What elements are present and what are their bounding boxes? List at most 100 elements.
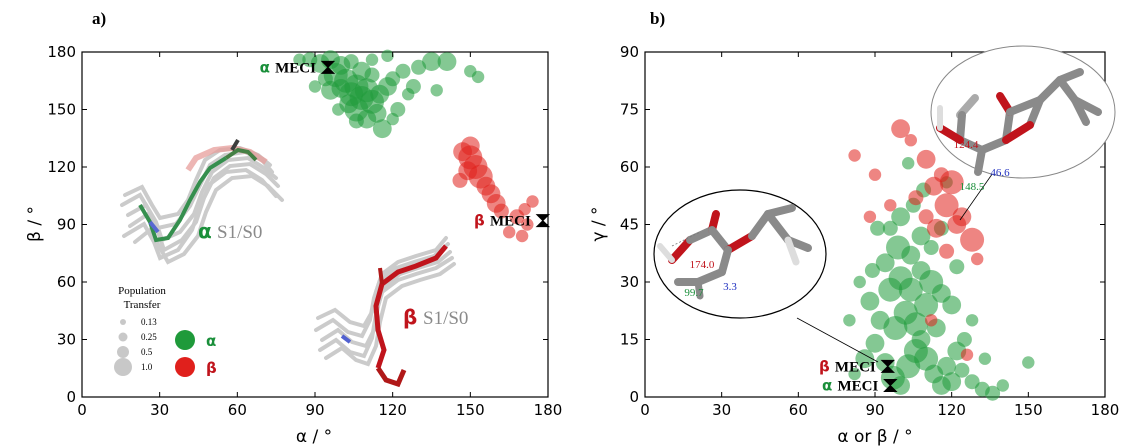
panel-b-ticks: 0 30 60 90 120 150 180 0 15 30 45 60 75 90	[620, 43, 1119, 419]
panel-a-xtick-label-4: 120	[378, 401, 407, 419]
inset-bottom-value-blue: 3.3	[723, 281, 737, 293]
panel-b-series-1-point-10	[939, 243, 955, 259]
panel-a-series-1-point-12	[503, 226, 516, 239]
panel-b-series-1-point-13	[848, 149, 861, 162]
panel-a-xtick-label-0: 0	[77, 401, 87, 419]
panel-b-series-0-point-43	[843, 314, 856, 327]
panel-a-meci-label-0: α MECI	[260, 58, 317, 76]
panel-b-markers: β MECI α MECI	[819, 357, 898, 395]
panel-b-series-0-point-20	[870, 310, 890, 330]
panel-b-series-1-point-20	[863, 210, 877, 223]
panel-a: a) α S1/S0	[25, 9, 562, 447]
inset-top-value-green: 148.5	[960, 181, 985, 193]
panel-b-series-1-point-14	[904, 134, 917, 147]
panel-b-series-0-point-47	[848, 367, 861, 381]
legend-title-line1: Population	[118, 285, 166, 297]
panel-b-ytick-label-5: 75	[620, 101, 639, 119]
panel-a-series-0-point-39	[430, 84, 443, 97]
panel-b-xtick-label-3: 90	[865, 401, 884, 419]
panel-b-series-0-point-10	[942, 372, 962, 392]
panel-b-series-0-point-7	[914, 346, 939, 371]
panel-b-ytick-label-2: 30	[620, 273, 639, 291]
legend-size-0.13	[120, 319, 126, 325]
panel-a-series-0-point-38	[471, 70, 485, 84]
panel-b-meci-marker-0	[880, 359, 895, 373]
panel-b-series-0-point-38	[870, 220, 886, 236]
panel-a-series-0-point-17	[385, 71, 401, 87]
panel-a-xtick-label-1: 30	[150, 401, 169, 419]
legend-size-label-2: 0.5	[141, 347, 153, 357]
panel-a-ytick-label-6: 180	[47, 43, 76, 61]
panel-b-series-1-point-11	[908, 190, 924, 206]
panel-b-series-1-point-0	[891, 119, 910, 139]
panel-b-series-1-point-18	[925, 314, 938, 327]
panel-a-ytick-label-4: 120	[47, 158, 76, 176]
panel-a-series-0-point-26	[395, 63, 411, 79]
panel-b-series-1-point-5	[960, 227, 985, 252]
panel-a-xtick-label-2: 60	[228, 401, 247, 419]
panel-b-series-0-point-46	[996, 379, 1009, 392]
panel-b-series-1-point-1	[916, 149, 936, 169]
panel-b-meci-label-0: β MECI	[819, 357, 876, 375]
legend-size-1.0	[114, 358, 132, 376]
inset-bottom-molecule: 174.0 99.7 3.3	[653, 189, 827, 319]
panel-a-series-0-point-25	[372, 119, 392, 139]
panel-b-series-0-point-44	[978, 352, 992, 365]
panel-a-ticks: 0 30 60 90 120 150 180 0 30 60 90 120 150 180	[47, 43, 562, 419]
panel-a-series-0-point-33	[365, 53, 379, 66]
legend-alpha-label: α	[206, 332, 216, 350]
beta-s1s0-greek: β	[403, 305, 417, 329]
panel-b-ytick-label-6: 90	[620, 43, 639, 61]
panel-b-series-0-point-1	[865, 333, 885, 353]
panel-b-series-0-point-50	[911, 330, 931, 349]
panel-a-series-1-point-9	[460, 136, 480, 156]
legend-title-line2: Transfer	[124, 299, 161, 311]
panel-b-label: b)	[650, 9, 665, 28]
alpha-s1s0-label: S1/S0	[217, 222, 262, 243]
panel-b-series-0-point-29	[875, 253, 895, 273]
alpha-conformer-bundle-image	[120, 138, 284, 265]
panel-b-series-0-point-31	[901, 245, 921, 265]
legend-size-0.25	[118, 332, 128, 342]
panel-b-series-0-point-33	[923, 240, 939, 255]
panel-b-series-1-point-12	[933, 167, 949, 183]
legend-size-label-3: 1.0	[141, 362, 153, 372]
panel-a-xtick-label-6: 180	[534, 401, 563, 419]
panel-a-series-1-point-15	[526, 195, 539, 208]
panel-b-series-1-point-16	[884, 199, 897, 212]
panel-b-series-0-point-49	[949, 259, 965, 275]
panel-b-series-1-point-19	[960, 348, 974, 361]
panel-b-series-0-point-41	[965, 314, 979, 327]
panel-b-xtick-label-6: 180	[1091, 401, 1120, 419]
panel-a-ytick-label-2: 60	[57, 273, 76, 291]
inset-bottom-leader-line	[796, 317, 879, 363]
inset-bottom-value-green: 99.7	[684, 287, 704, 299]
panel-b: b) 0 30 60 90 120 150 180 0 15 30 45 60 75 90	[589, 9, 1119, 447]
panel-a-points	[293, 49, 539, 243]
panel-a-meci-marker-0	[320, 60, 336, 74]
beta-conformer-bundle-image	[314, 236, 456, 388]
panel-b-series-0-point-28	[942, 295, 962, 315]
panel-a-ylabel: β / °	[25, 206, 45, 242]
panel-b-series-1-point-8	[926, 218, 946, 238]
legend-size-label-1: 0.25	[141, 332, 157, 342]
panel-b-series-0-point-14	[985, 385, 1001, 401]
panel-b-series-1-point-15	[868, 168, 882, 181]
panel-b-series-0-point-32	[911, 226, 931, 246]
panel-b-ytick-label-1: 15	[620, 331, 639, 349]
panel-b-xtick-label-1: 30	[712, 401, 731, 419]
panel-b-series-0-point-35	[891, 207, 910, 227]
alpha-s1s0-greek: α	[198, 219, 212, 243]
panel-b-xtick-label-2: 60	[789, 401, 808, 419]
legend-alpha-swatch	[175, 330, 195, 350]
panel-b-series-0-point-54	[937, 356, 956, 376]
panel-b-series-0-point-4	[891, 376, 910, 395]
panel-a-series-1-point-14	[521, 218, 534, 231]
panel-b-series-0-point-45	[1022, 356, 1035, 369]
panel-a-meci-marker-1	[535, 214, 551, 228]
panel-a-markers: α MECI β MECI	[260, 58, 551, 230]
panel-b-series-0-point-21	[860, 291, 880, 311]
legend-beta-label: β	[206, 359, 217, 377]
panel-b-series-1-point-17	[971, 252, 984, 266]
panel-b-meci-label-1: α MECI	[822, 377, 879, 395]
